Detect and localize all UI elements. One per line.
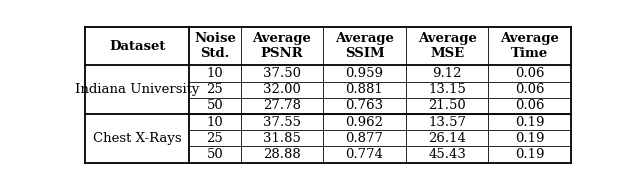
- Text: 0.962: 0.962: [346, 116, 383, 129]
- Text: 27.78: 27.78: [263, 100, 301, 112]
- Text: Chest X-Rays: Chest X-Rays: [93, 132, 182, 145]
- Text: 10: 10: [207, 67, 223, 80]
- Text: 13.57: 13.57: [428, 116, 466, 129]
- Text: 0.763: 0.763: [346, 100, 383, 112]
- Text: 13.15: 13.15: [428, 83, 466, 96]
- Text: 0.06: 0.06: [515, 67, 545, 80]
- Text: 37.50: 37.50: [263, 67, 301, 80]
- Text: 0.19: 0.19: [515, 116, 545, 129]
- Text: Average
SSIM: Average SSIM: [335, 32, 394, 60]
- Text: 31.85: 31.85: [263, 132, 301, 145]
- Text: 25: 25: [207, 132, 223, 145]
- Text: Average
MSE: Average MSE: [418, 32, 477, 60]
- Text: 50: 50: [207, 148, 223, 161]
- Text: 50: 50: [207, 100, 223, 112]
- Text: 25: 25: [207, 83, 223, 96]
- Text: 10: 10: [207, 116, 223, 129]
- Text: Indiana University: Indiana University: [75, 83, 200, 96]
- Text: 0.959: 0.959: [346, 67, 383, 80]
- Text: Noise
Std.: Noise Std.: [194, 32, 236, 60]
- Text: 37.55: 37.55: [263, 116, 301, 129]
- Text: 0.06: 0.06: [515, 100, 545, 112]
- Text: Dataset: Dataset: [109, 39, 165, 52]
- Text: 9.12: 9.12: [433, 67, 462, 80]
- Text: 45.43: 45.43: [428, 148, 466, 161]
- Text: 0.881: 0.881: [346, 83, 383, 96]
- Text: 0.19: 0.19: [515, 132, 545, 145]
- Text: 0.19: 0.19: [515, 148, 545, 161]
- Text: 0.06: 0.06: [515, 83, 545, 96]
- Text: 0.774: 0.774: [346, 148, 383, 161]
- Text: Average
PSNR: Average PSNR: [252, 32, 311, 60]
- Text: 32.00: 32.00: [263, 83, 301, 96]
- Text: 21.50: 21.50: [428, 100, 466, 112]
- Text: Average
Time: Average Time: [500, 32, 559, 60]
- Text: 26.14: 26.14: [428, 132, 466, 145]
- Text: 28.88: 28.88: [263, 148, 301, 161]
- Text: 0.877: 0.877: [346, 132, 383, 145]
